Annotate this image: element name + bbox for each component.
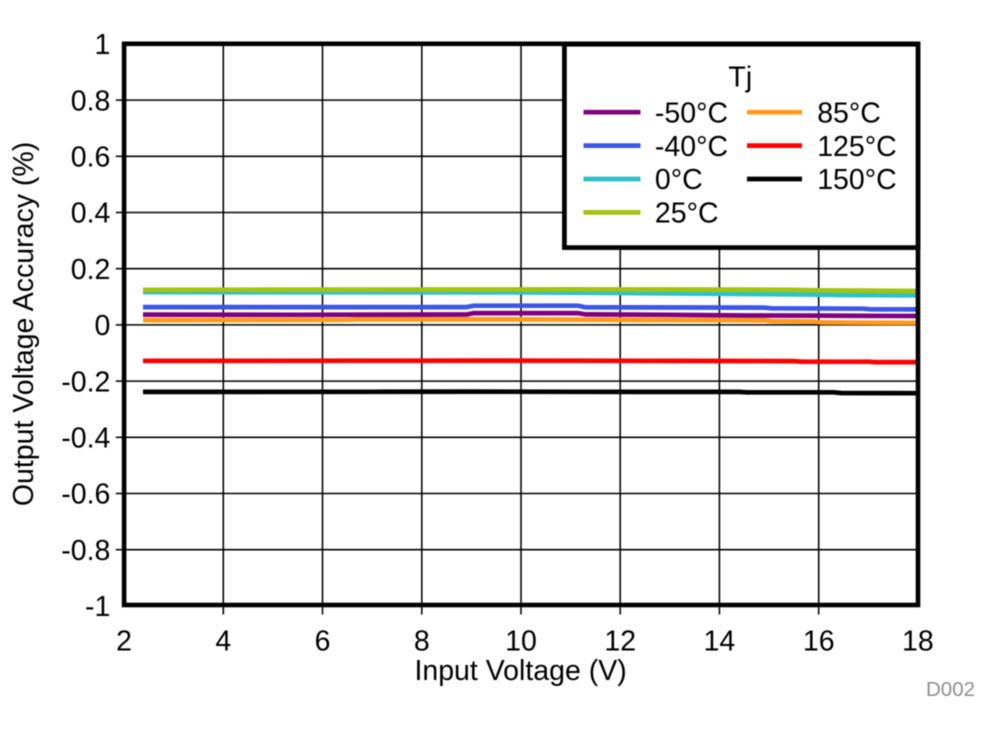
svg-text:Output Voltage Accuracy (%): Output Voltage Accuracy (%) xyxy=(8,142,40,506)
svg-text:0.8: 0.8 xyxy=(71,85,111,117)
svg-text:150°C: 150°C xyxy=(817,164,897,196)
svg-text:12: 12 xyxy=(604,625,636,657)
svg-text:-1: -1 xyxy=(85,591,110,623)
svg-text:25°C: 25°C xyxy=(655,198,719,230)
svg-text:0: 0 xyxy=(95,310,111,342)
svg-text:0.6: 0.6 xyxy=(71,142,111,174)
svg-text:-50°C: -50°C xyxy=(655,97,728,129)
svg-text:85°C: 85°C xyxy=(817,97,881,129)
svg-text:4: 4 xyxy=(215,625,231,657)
svg-text:-0.2: -0.2 xyxy=(61,366,110,398)
svg-text:0.4: 0.4 xyxy=(71,198,111,230)
svg-text:14: 14 xyxy=(704,625,736,657)
svg-text:-40°C: -40°C xyxy=(655,131,728,163)
svg-text:D002: D002 xyxy=(926,678,975,701)
svg-text:Tj: Tj xyxy=(728,61,752,93)
svg-text:2: 2 xyxy=(116,625,132,657)
svg-text:18: 18 xyxy=(902,625,934,657)
svg-text:0°C: 0°C xyxy=(655,164,703,196)
svg-text:125°C: 125°C xyxy=(817,131,897,163)
svg-text:-0.8: -0.8 xyxy=(61,535,110,567)
svg-text:Input Voltage (V): Input Voltage (V) xyxy=(414,655,626,687)
svg-text:-0.4: -0.4 xyxy=(61,423,110,455)
svg-text:1: 1 xyxy=(95,29,111,61)
svg-text:-0.6: -0.6 xyxy=(61,479,110,511)
svg-text:10: 10 xyxy=(505,625,537,657)
svg-text:6: 6 xyxy=(315,625,331,657)
svg-text:8: 8 xyxy=(414,625,430,657)
svg-text:16: 16 xyxy=(803,625,835,657)
svg-text:0.2: 0.2 xyxy=(71,254,111,286)
